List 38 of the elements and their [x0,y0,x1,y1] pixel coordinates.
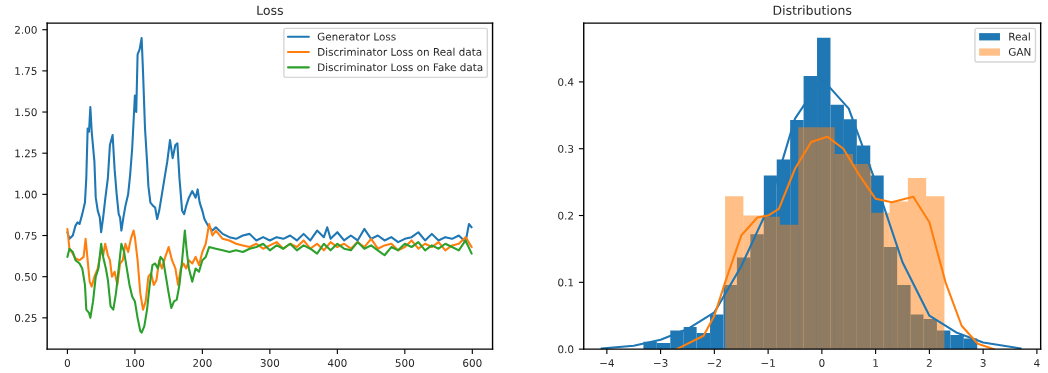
chart-title: Distributions [773,5,852,15]
legend-label: GAN [1008,47,1031,56]
chart-title: Loss [257,5,283,15]
x-tick-label: 2 [926,359,932,367]
y-tick-label: 0.0 [558,345,574,354]
y-tick-label: 0.1 [558,278,574,287]
x-tick-label: 4 [1034,359,1040,367]
y-tick-label: 1.25 [15,149,37,158]
y-tick-label: 0.50 [14,272,37,281]
x-tick-label: 0 [819,359,825,367]
x-tick-label: 0 [64,359,71,367]
legend-label: Generator Loss [317,32,396,41]
line-series [66,229,473,334]
x-tick-label: 200 [193,359,212,367]
x-tick-label: 1 [873,359,878,367]
x-tick-label: −4 [600,359,614,367]
x-tick-label: 600 [463,359,482,367]
line-series [66,222,473,311]
y-tick-label: 0.75 [14,231,37,240]
x-tick-label: 400 [327,359,347,367]
legend-label: Discriminator Loss on Fake data [318,63,483,72]
x-tick-label: 500 [395,359,415,367]
legend-label: Real [1009,32,1030,41]
y-tick-label: 0.3 [558,144,574,153]
y-tick-label: 0.25 [14,314,37,322]
y-tick-label: 1.00 [15,190,37,199]
legend-label: Discriminator Loss on Real data [318,47,482,56]
x-tick-label: 3 [980,359,986,367]
y-tick-label: 0.4 [558,78,574,87]
x-tick-label: 300 [260,359,280,367]
x-tick-label: −3 [654,359,668,367]
y-tick-label: 1.50 [15,108,37,117]
y-tick-label: 2.00 [15,25,37,34]
y-tick-label: 1.75 [15,67,37,75]
y-tick-label: 0.2 [558,211,573,220]
x-tick-label: −2 [707,359,721,367]
x-tick-label: 100 [126,359,145,367]
x-tick-label: −1 [761,359,775,367]
